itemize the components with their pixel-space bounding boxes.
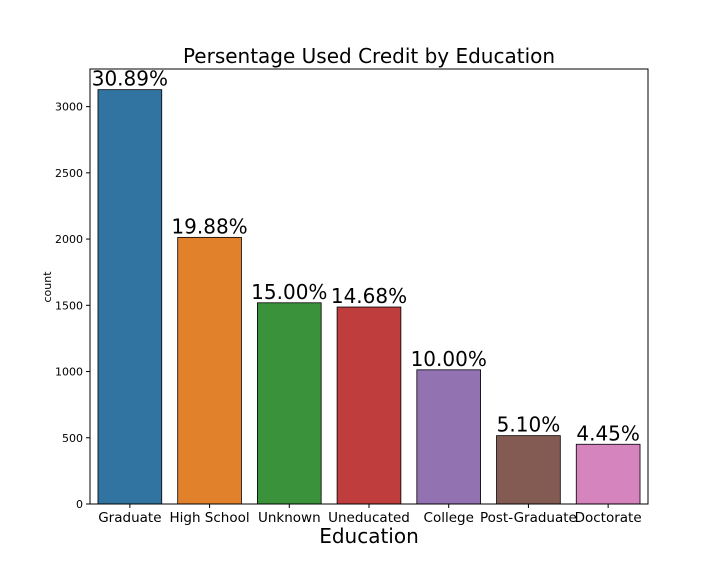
y-tick-label: 2000 <box>55 233 83 246</box>
data-label: 19.88% <box>171 214 247 238</box>
bar-college <box>416 369 481 505</box>
bar-uneducated <box>336 306 402 505</box>
y-tick-label: 1500 <box>55 299 83 312</box>
y-axis: 0 500 1000 1500 2000 2500 3000 <box>55 101 90 511</box>
bar-doctorate <box>575 443 641 505</box>
data-label: 10.00% <box>411 347 487 371</box>
bar-unknown <box>256 302 322 505</box>
bar-high-school <box>177 236 242 505</box>
y-tick-label: 0 <box>76 498 83 511</box>
x-axis: Graduate High School Unknown Uneducated Coll… <box>98 504 642 526</box>
y-tick-label: 3000 <box>55 101 83 114</box>
x-tick-label: Uneducated <box>328 510 410 526</box>
x-tick-label: Graduate <box>98 510 161 526</box>
chart-title: Persentage Used Credit by Education <box>183 44 555 68</box>
y-tick-label: 1000 <box>55 366 83 379</box>
y-tick-label: 2500 <box>55 167 83 180</box>
data-label: 4.45% <box>576 421 640 445</box>
data-label: 5.10% <box>497 413 561 437</box>
x-axis-label: Education <box>319 524 419 548</box>
data-label: 14.68% <box>331 284 407 308</box>
data-labels-group: 30.89% 19.88% 15.00% 14.68% 10.00% 5.10% 4.45% <box>92 67 640 446</box>
data-label: 30.89% <box>92 67 168 91</box>
x-tick-label: College <box>424 510 474 526</box>
x-tick-label: Doctorate <box>575 510 642 526</box>
x-tick-label: Post-Graduate <box>480 510 577 526</box>
x-tick-label: High School <box>169 510 249 526</box>
x-tick-label: Unknown <box>258 510 321 526</box>
data-label: 15.00% <box>251 280 327 304</box>
bars-group <box>97 89 641 505</box>
bar-post-graduate <box>496 435 561 505</box>
y-axis-label: count <box>41 271 54 303</box>
y-tick-label: 500 <box>62 432 83 445</box>
bar-graduate <box>97 89 163 505</box>
